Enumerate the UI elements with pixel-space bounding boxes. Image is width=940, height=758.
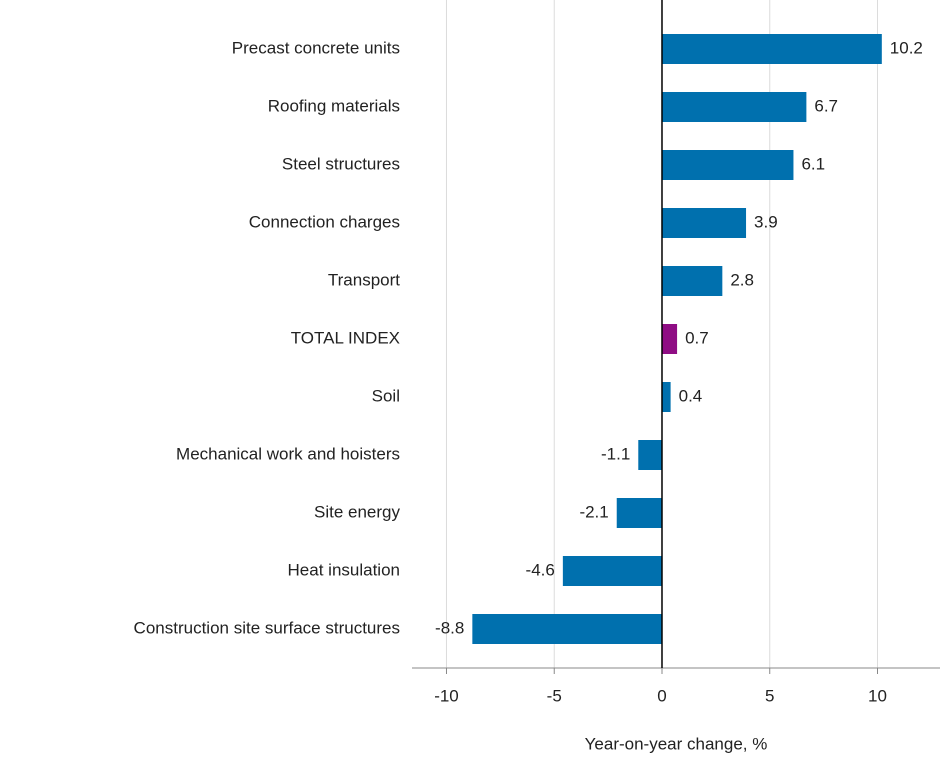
y-tick-label: Precast concrete units <box>232 38 400 57</box>
bar <box>638 440 662 470</box>
x-tick-label: -10 <box>434 686 459 705</box>
value-label: 0.7 <box>685 328 709 347</box>
value-label: 6.1 <box>801 154 825 173</box>
bar <box>661 382 671 412</box>
value-label: 3.9 <box>754 212 778 231</box>
value-label: 10.2 <box>890 38 923 57</box>
y-tick-label: Heat insulation <box>288 560 400 579</box>
y-tick-label: Mechanical work and hoisters <box>176 444 400 463</box>
y-tick-label: Site energy <box>314 502 400 521</box>
bar <box>661 324 678 354</box>
bar <box>661 266 723 296</box>
y-tick-label: TOTAL INDEX <box>291 328 400 347</box>
x-tick-label: 10 <box>868 686 887 705</box>
value-label: -1.1 <box>601 444 630 463</box>
value-label: 0.4 <box>679 386 703 405</box>
y-tick-label: Construction site surface structures <box>134 618 400 637</box>
y-tick-label: Soil <box>372 386 400 405</box>
value-label: -8.8 <box>435 618 464 637</box>
x-tick-label: -5 <box>547 686 562 705</box>
bar <box>472 614 662 644</box>
x-tick-label: 0 <box>657 686 666 705</box>
x-axis-title: Year-on-year change, % <box>585 734 768 753</box>
bar <box>661 34 882 64</box>
value-label: -2.1 <box>579 502 608 521</box>
value-label: -4.6 <box>526 560 555 579</box>
y-tick-label: Transport <box>328 270 400 289</box>
x-tick-label: 5 <box>765 686 774 705</box>
value-label: 2.8 <box>730 270 754 289</box>
y-tick-label: Roofing materials <box>268 96 400 115</box>
bar <box>562 556 662 586</box>
bar <box>616 498 662 528</box>
bar <box>661 150 794 180</box>
bar <box>661 92 807 122</box>
bar <box>661 208 747 238</box>
value-label: 6.7 <box>814 96 838 115</box>
y-tick-label: Connection charges <box>249 212 400 231</box>
y-tick-label: Steel structures <box>282 154 400 173</box>
